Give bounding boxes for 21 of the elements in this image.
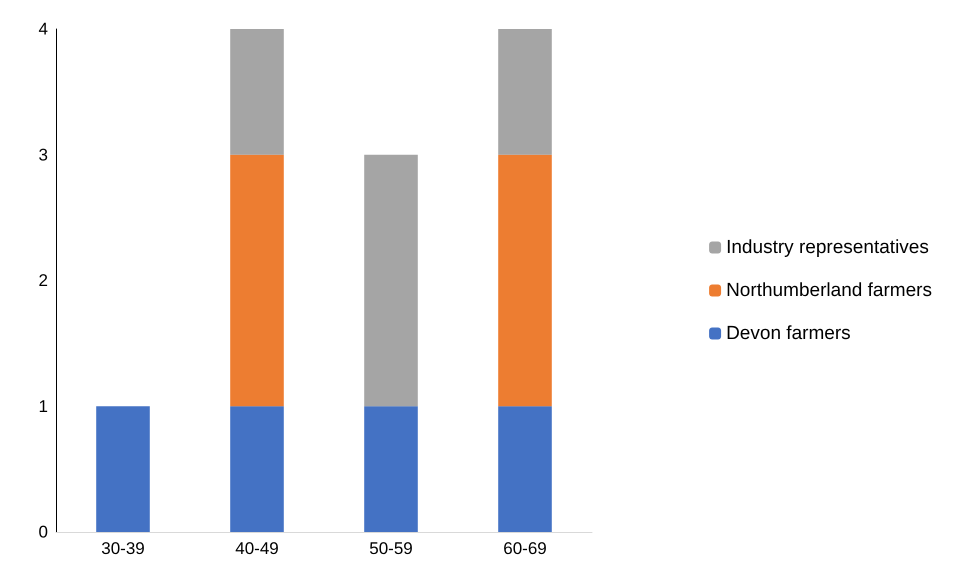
- bar: [498, 154, 552, 406]
- bar: [96, 406, 150, 532]
- x-tick-label: 40-49: [235, 539, 279, 558]
- x-tick-label: 60-69: [503, 539, 547, 558]
- legend-label: Northumberland farmers: [726, 280, 932, 301]
- x-tick-label: 30-39: [101, 539, 145, 558]
- bar: [230, 154, 284, 406]
- y-tick-label: 1: [38, 396, 48, 416]
- y-tick-label: 0: [38, 522, 48, 542]
- y-tick-label: 2: [38, 271, 48, 290]
- x-tick-label: 50-59: [369, 539, 413, 558]
- bar: [498, 29, 552, 155]
- bar: [364, 154, 418, 406]
- bar: [230, 406, 284, 532]
- legend-label: Devon farmers: [726, 323, 851, 344]
- y-tick-label: 3: [38, 145, 48, 164]
- bar: [230, 29, 284, 155]
- legend-label: Industry representatives: [726, 237, 929, 258]
- bar: [364, 406, 418, 532]
- bar: [498, 406, 552, 532]
- y-tick-label: 4: [38, 20, 48, 38]
